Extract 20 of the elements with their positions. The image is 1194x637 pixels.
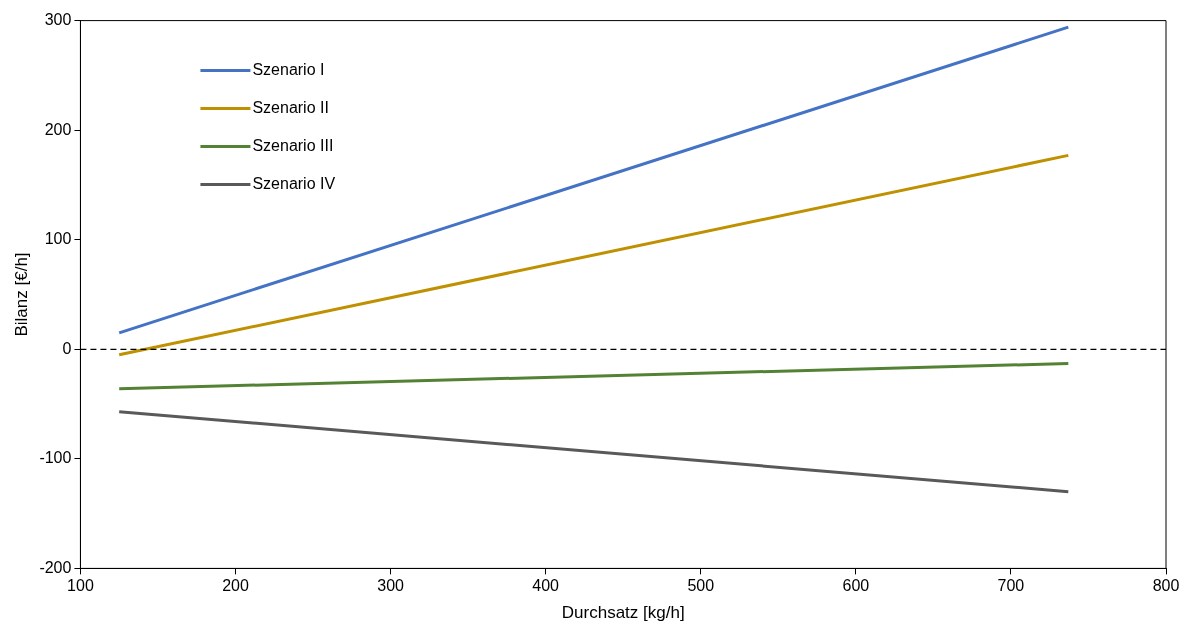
x-tick-label: 100 <box>67 577 94 595</box>
x-tick-label: 800 <box>1152 577 1180 595</box>
legend-label: Szenario II <box>252 99 329 117</box>
y-tick-label: 300 <box>44 11 72 29</box>
x-tick-label: 200 <box>222 577 249 595</box>
legend-label: Szenario IV <box>252 175 336 193</box>
y-tick-label: 200 <box>44 120 72 138</box>
x-tick-label: 600 <box>842 577 870 595</box>
x-tick-label: 400 <box>532 577 560 595</box>
x-tick-label: 500 <box>687 577 715 595</box>
y-tick-label: 100 <box>44 230 72 248</box>
y-tick-label: 0 <box>62 339 72 357</box>
legend-label: Szenario I <box>252 61 325 79</box>
x-axis-title: Durchsatz [kg/h] <box>561 603 685 623</box>
y-axis-title: Bilanz [€/h] <box>11 252 31 337</box>
y-tick-label: -200 <box>39 558 72 576</box>
legend-label: Szenario III <box>252 137 334 155</box>
x-tick-label: 700 <box>997 577 1025 595</box>
y-tick-label: -100 <box>39 449 72 467</box>
x-tick-label: 300 <box>377 577 405 595</box>
